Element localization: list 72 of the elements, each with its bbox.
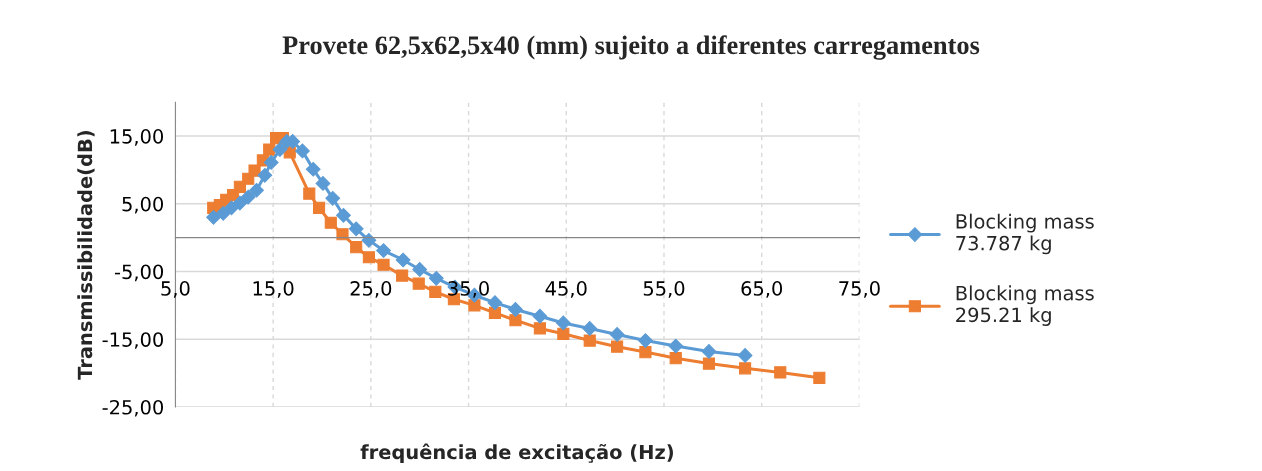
point: [248, 164, 261, 177]
point: [303, 187, 316, 200]
point: [295, 143, 310, 159]
point: [272, 142, 288, 158]
point: [305, 161, 321, 177]
x-axis-title: frequência de excitação (Hz): [360, 443, 673, 464]
y-tick-label: 15,00: [110, 129, 164, 146]
point: [701, 344, 717, 359]
point: [395, 252, 411, 268]
point: [249, 182, 264, 198]
point: [240, 189, 256, 205]
point: [361, 232, 377, 248]
point: [362, 251, 375, 264]
point: [396, 269, 409, 282]
point: [739, 362, 752, 375]
point: [468, 299, 481, 312]
point: [813, 371, 826, 384]
point: [350, 241, 363, 254]
point: [488, 306, 502, 319]
point: [639, 346, 652, 359]
point: [336, 207, 351, 223]
x-tick-label: 45,0: [545, 281, 587, 298]
point: [638, 333, 653, 348]
legend-label: Blocking mass 73.787 kg: [956, 213, 1094, 255]
point: [215, 205, 231, 221]
y-axis-title: Transmissibilidade(dB): [77, 130, 95, 380]
point: [324, 216, 337, 229]
x-tick-label: 25,0: [350, 281, 392, 298]
point: [669, 352, 682, 365]
chart-title: Provete 62,5x62,5x40 (mm) sujeito a diferentes carregamentos: [282, 35, 980, 60]
point: [232, 195, 248, 211]
point: [263, 155, 279, 170]
point: [582, 320, 598, 336]
point: [412, 277, 425, 290]
point: [315, 176, 331, 191]
point: [668, 338, 684, 354]
point: [555, 315, 571, 331]
point: [774, 366, 787, 379]
point: [377, 258, 390, 271]
x-tick-label: 75,0: [839, 281, 880, 298]
point: [429, 285, 442, 298]
point: [348, 221, 364, 237]
point: [487, 295, 503, 311]
x-tick-label: 55,0: [643, 281, 685, 298]
point: [583, 334, 596, 347]
point: [428, 270, 444, 286]
x-tick-label: 65,0: [741, 281, 783, 298]
y-tick-label: -15,00: [102, 332, 164, 349]
legend-label: Blocking mass 295.21 kg: [956, 285, 1094, 326]
point: [611, 340, 624, 353]
x-tick-label: 5,0: [161, 281, 190, 298]
point: [533, 322, 546, 335]
point: [224, 200, 239, 216]
x-tick-label: 15,0: [253, 281, 294, 298]
point: [325, 190, 341, 206]
point: [508, 302, 523, 317]
point: [263, 143, 276, 156]
point: [557, 327, 570, 340]
point: [206, 209, 221, 225]
point: [737, 348, 753, 363]
point: [509, 314, 522, 327]
y-tick-label: 5,00: [122, 196, 164, 214]
point: [702, 357, 716, 370]
point: [412, 262, 428, 277]
point: [376, 243, 391, 258]
point: [336, 228, 349, 241]
point: [609, 327, 625, 342]
point: [532, 308, 548, 324]
y-tick-label: -25,00: [102, 399, 164, 417]
point: [257, 167, 273, 183]
point: [312, 201, 326, 214]
y-tick-label: -5,00: [114, 264, 164, 282]
